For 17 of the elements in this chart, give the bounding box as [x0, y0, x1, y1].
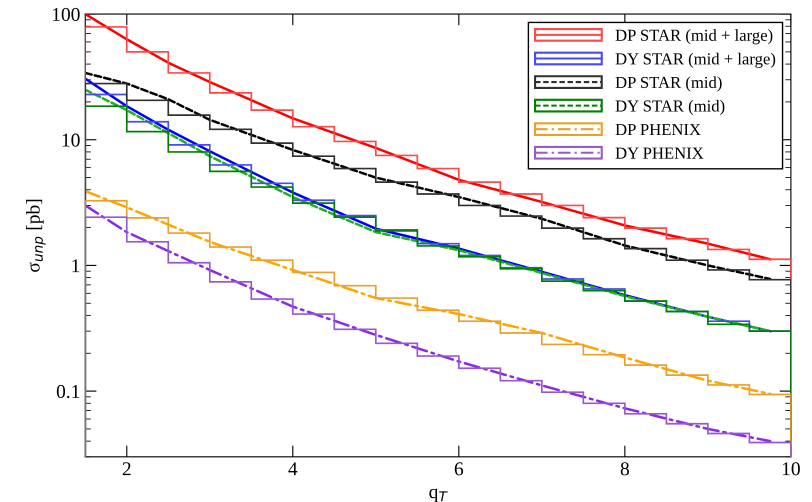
legend-label: DY STAR (mid) [616, 100, 724, 116]
x-tick-label: 10 [782, 462, 800, 476]
x-axis-title: q$_{T}$ [429, 488, 448, 502]
x-tick-label: 6 [454, 462, 464, 476]
legend-label: DP PHENIX [616, 124, 701, 136]
y-tick-label: 0.1 [56, 384, 80, 398]
y-tick-label: 10 [62, 134, 80, 147]
y-tick-label: 1 [72, 259, 80, 272]
x-tick-label: 8 [620, 462, 629, 476]
x-tick-label: 4 [288, 462, 298, 476]
legend-label: DP STAR (mid) [616, 76, 722, 92]
legend-label: DY STAR (mid + large) [616, 52, 776, 68]
legend-label: DP STAR (mid + large) [616, 29, 772, 44]
y-axis-title: σ$_{unp}$ [pb] [26, 200, 46, 272]
legend-label: DY PHENIX [616, 148, 704, 159]
y-tick-label: 100 [52, 8, 80, 21]
x-tick-label: 2 [122, 462, 131, 476]
